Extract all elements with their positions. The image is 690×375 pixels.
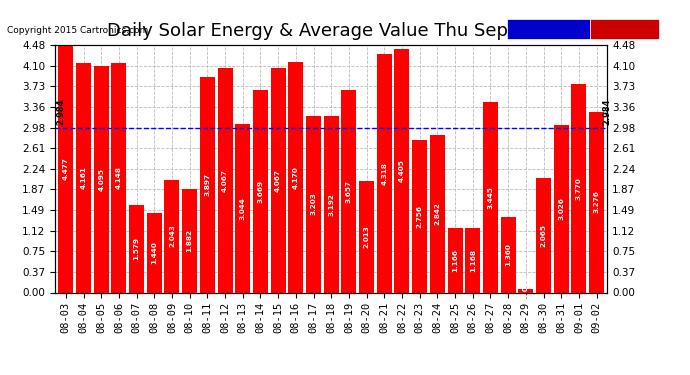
Bar (536, 178, 551, 292)
Bar (253, 90, 268, 292)
Bar (306, 116, 321, 292)
Bar (58, 45, 73, 292)
Bar (147, 213, 161, 292)
Text: 3.897: 3.897 (204, 173, 210, 196)
Text: Average ($): Average ($) (519, 25, 578, 34)
Text: 2.756: 2.756 (417, 205, 423, 228)
Bar (200, 77, 215, 292)
Bar (235, 124, 250, 292)
Text: 4.318: 4.318 (382, 162, 387, 184)
Text: 3.657: 3.657 (346, 180, 352, 203)
Text: 4.067: 4.067 (222, 169, 228, 192)
Bar (111, 63, 126, 292)
Text: 1.579: 1.579 (134, 237, 139, 260)
Text: 4.477: 4.477 (63, 158, 69, 180)
Bar (571, 84, 586, 292)
Bar (76, 63, 91, 292)
Text: 2.842: 2.842 (434, 202, 440, 225)
Bar (288, 62, 304, 292)
Text: Daily Solar Energy & Average Value Thu Sep 3 19:24: Daily Solar Energy & Average Value Thu S… (107, 22, 583, 40)
Bar (324, 116, 339, 292)
Text: 1.440: 1.440 (151, 242, 157, 264)
Bar (589, 111, 604, 292)
Bar (94, 66, 109, 292)
Text: 2.013: 2.013 (364, 225, 370, 248)
Bar (430, 135, 445, 292)
Text: 3.276: 3.276 (593, 190, 600, 213)
Bar (395, 49, 409, 292)
Bar (359, 181, 374, 292)
Bar (501, 217, 515, 292)
Bar (483, 102, 498, 292)
Text: 4.405: 4.405 (399, 159, 405, 182)
Text: 1.168: 1.168 (470, 249, 475, 272)
Text: 3.026: 3.026 (558, 198, 564, 220)
Text: 3.192: 3.192 (328, 193, 334, 216)
Text: Daily ($): Daily ($) (603, 25, 646, 34)
Text: 1.882: 1.882 (187, 229, 193, 252)
Bar (182, 189, 197, 292)
Bar (518, 289, 533, 292)
Bar (448, 228, 462, 292)
Bar (412, 140, 427, 292)
Bar (164, 180, 179, 292)
Text: 3.669: 3.669 (257, 180, 264, 203)
Text: 2.984: 2.984 (602, 99, 611, 126)
Text: 3.445: 3.445 (487, 186, 493, 209)
Bar (342, 90, 357, 292)
Text: 2.984: 2.984 (56, 99, 65, 126)
Text: 0.060: 0.060 (523, 275, 529, 298)
Text: 1.166: 1.166 (452, 249, 458, 272)
Text: 4.095: 4.095 (98, 168, 104, 191)
Bar (129, 205, 144, 292)
Text: 4.148: 4.148 (116, 166, 122, 189)
Bar (553, 125, 569, 292)
Text: Copyright 2015 Cartronics.com: Copyright 2015 Cartronics.com (7, 26, 148, 35)
Text: 3.044: 3.044 (239, 197, 246, 220)
Text: 2.065: 2.065 (540, 224, 546, 247)
Bar (270, 68, 286, 292)
Text: 2.043: 2.043 (169, 225, 175, 248)
Bar (465, 228, 480, 292)
Text: 3.203: 3.203 (310, 193, 317, 215)
Text: 3.770: 3.770 (576, 177, 582, 200)
Text: 4.170: 4.170 (293, 166, 299, 189)
Text: 1.360: 1.360 (505, 243, 511, 266)
Text: 4.067: 4.067 (275, 169, 281, 192)
Bar (217, 68, 233, 292)
Bar (377, 54, 392, 292)
Text: 4.161: 4.161 (81, 166, 86, 189)
